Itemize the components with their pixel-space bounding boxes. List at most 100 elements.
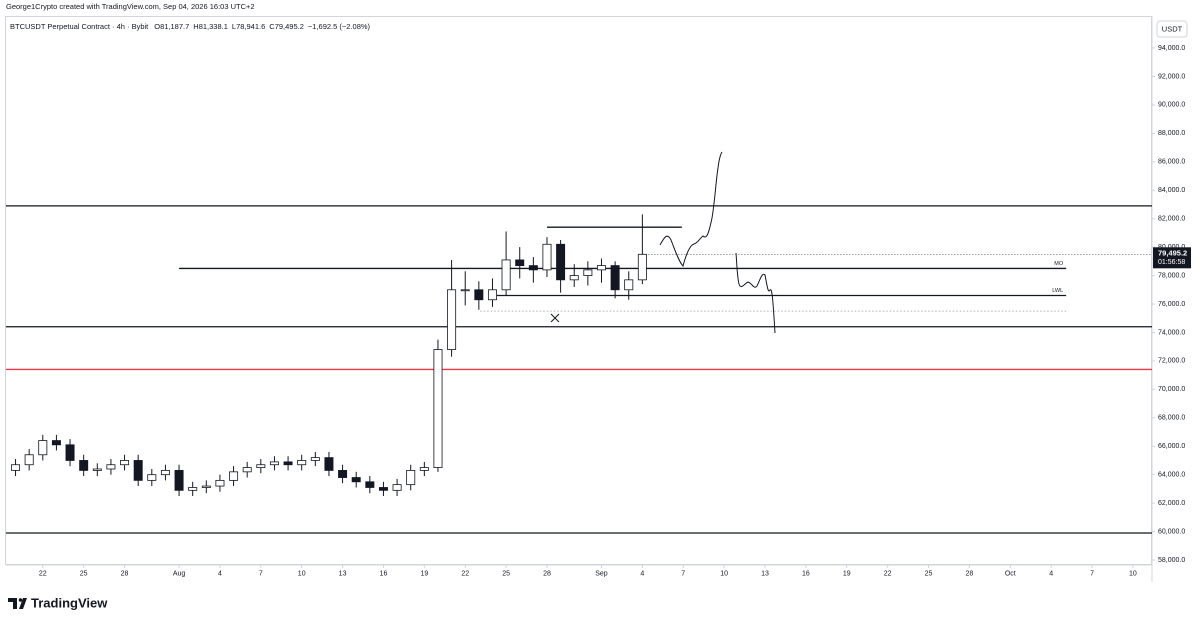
price-countdown: 01:56:58 <box>1158 259 1185 266</box>
x-tick-label: 28 <box>121 570 129 577</box>
y-tick-label: 86,000.0 <box>1158 159 1185 166</box>
x-tick-label: 25 <box>80 570 88 577</box>
candle-body <box>174 470 184 491</box>
candle-body <box>515 259 525 267</box>
brand: TradingView <box>8 595 108 610</box>
x-tick-label: 4 <box>1049 570 1053 577</box>
symbol: BTCUSDT Perpetual Contract · 4h · Bybit <box>10 22 149 31</box>
legend: BTCUSDT Perpetual Contract · 4h · Bybit … <box>10 22 371 31</box>
y-tick-label: 88,000.0 <box>1158 130 1185 137</box>
x-tick-label: 10 <box>298 570 306 577</box>
x-tick-label: 22 <box>884 570 892 577</box>
candle-body <box>51 440 61 446</box>
x-tick-label: 22 <box>39 570 47 577</box>
candle-body <box>65 444 75 461</box>
y-tick-label: 94,000.0 <box>1158 45 1185 52</box>
candle-body <box>79 460 89 471</box>
candle-body <box>419 467 429 471</box>
candle-body <box>528 265 538 271</box>
candle-body <box>583 269 593 276</box>
y-tick-label: 84,000.0 <box>1158 187 1185 194</box>
candle-body <box>474 289 484 301</box>
x-tick-label: 19 <box>420 570 428 577</box>
y-tick-label: 62,000.0 <box>1158 500 1185 507</box>
y-tick-label: 90,000.0 <box>1158 102 1185 109</box>
candle-body <box>256 464 266 468</box>
x-tick-label: 16 <box>802 570 810 577</box>
brand-name: TradingView <box>31 595 108 610</box>
x-tick-label: 7 <box>681 570 685 577</box>
x-tick-label: 4 <box>218 570 222 577</box>
candle-body <box>487 289 497 301</box>
candle-body <box>637 253 647 281</box>
x-tick-label: 4 <box>640 570 644 577</box>
candle-body <box>365 481 375 488</box>
price-box <box>1153 247 1191 269</box>
y-tick-label: 66,000.0 <box>1158 443 1185 450</box>
candle-body <box>392 484 402 491</box>
x-tick-label: 28 <box>543 570 551 577</box>
candle-body <box>133 460 143 481</box>
candle-body <box>92 468 102 471</box>
candle-body <box>460 289 470 292</box>
candle-body <box>324 457 334 471</box>
x-tick-label: 7 <box>259 570 263 577</box>
x-tick-label: 10 <box>720 570 728 577</box>
attribution: George1Crypto created with TradingView.c… <box>6 2 255 11</box>
plot: MO LWL <box>6 205 1152 534</box>
y-tick-label: 74,000.0 <box>1158 329 1185 336</box>
x-tick-label: 22 <box>461 570 469 577</box>
y-tick-label: 76,000.0 <box>1158 301 1185 308</box>
candle-body <box>106 464 116 470</box>
y-tick-label: 72,000.0 <box>1158 358 1185 365</box>
y-tick-label: 64,000.0 <box>1158 472 1185 479</box>
y-tick-label: 92,000.0 <box>1158 73 1185 80</box>
candle-body <box>447 289 457 350</box>
unit-box <box>1156 20 1188 38</box>
candle-body <box>242 467 252 473</box>
level-label: MO <box>1054 261 1064 267</box>
x-tick-label: 10 <box>1129 570 1137 577</box>
x-tick-label: 28 <box>966 570 974 577</box>
candle-body <box>310 457 320 461</box>
x-tick-label: 7 <box>1090 570 1094 577</box>
candle-body <box>283 461 293 466</box>
candle-body <box>433 349 443 468</box>
cross-marker <box>550 313 560 323</box>
ohlc-value: O81,187.7 <box>154 22 189 31</box>
candle-body <box>188 487 198 491</box>
candle-body <box>610 265 620 291</box>
candle-body <box>596 265 606 271</box>
projection-up <box>659 151 723 267</box>
candle-body <box>11 464 21 471</box>
y-tick-label: 68,000.0 <box>1158 415 1185 422</box>
candle-body <box>147 474 157 481</box>
x-tick-label: 13 <box>761 570 769 577</box>
candle-body <box>38 440 48 456</box>
projection-down <box>735 252 776 334</box>
candle-body <box>338 470 348 478</box>
candle-body <box>351 477 361 483</box>
x-tick-label: Sep <box>595 570 608 577</box>
x-tick-label: 25 <box>925 570 933 577</box>
candle-body <box>297 460 307 466</box>
x-tick-label: Aug <box>173 570 186 577</box>
x-tick-label: 13 <box>339 570 347 577</box>
candle-body <box>378 487 388 491</box>
y-tick-label: 58,000.0 <box>1158 557 1185 564</box>
y-tick-label: 70,000.0 <box>1158 386 1185 393</box>
candle-body <box>406 470 416 486</box>
price-label: 79,495.2 <box>1158 248 1187 257</box>
x-tick-label: 25 <box>502 570 510 577</box>
ohlc-value: C79,495.2 <box>269 22 304 31</box>
ohlc-value: L78,941.6 <box>232 22 265 31</box>
ohlc-value: H81,338.1 <box>193 22 228 31</box>
candle-body <box>215 479 225 487</box>
candle-body <box>556 243 566 281</box>
ohlc-value: −1,692.5 (−2.08%) <box>308 22 371 31</box>
candle-body <box>24 454 34 466</box>
candle-body <box>501 259 511 291</box>
candle-body <box>569 275 579 281</box>
